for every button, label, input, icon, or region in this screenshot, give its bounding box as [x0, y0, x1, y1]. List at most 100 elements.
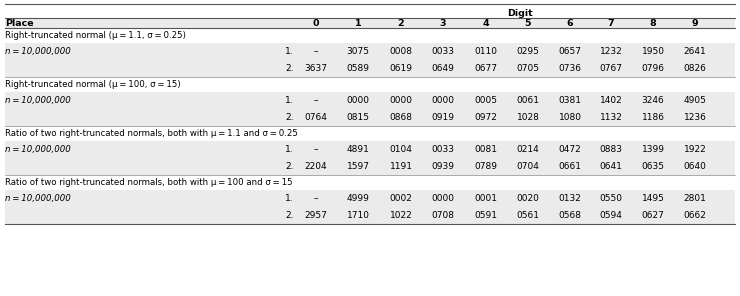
Text: 2.: 2.	[286, 113, 294, 122]
Text: 1.: 1.	[286, 145, 294, 154]
Text: 0110: 0110	[474, 47, 497, 56]
Text: 0789: 0789	[474, 162, 497, 171]
Text: 1022: 1022	[390, 211, 412, 220]
Text: 2204: 2204	[305, 162, 327, 171]
Text: n = 10,000,000: n = 10,000,000	[5, 194, 71, 203]
Text: 1597: 1597	[346, 162, 369, 171]
Bar	[5, 109, 735, 126]
Text: 0796: 0796	[642, 64, 665, 73]
Text: 7: 7	[608, 18, 614, 28]
Text: 6: 6	[567, 18, 574, 28]
Text: 0826: 0826	[684, 64, 707, 73]
Text: 1922: 1922	[684, 145, 707, 154]
Text: 2957: 2957	[305, 211, 327, 220]
Text: 3246: 3246	[642, 96, 665, 105]
Text: 5: 5	[525, 18, 531, 28]
Text: 0589: 0589	[346, 64, 369, 73]
Text: 2801: 2801	[684, 194, 707, 203]
Text: 0104: 0104	[389, 145, 412, 154]
Text: 0295: 0295	[517, 47, 539, 56]
Text: 0764: 0764	[305, 113, 327, 122]
Text: 0550: 0550	[599, 194, 622, 203]
Text: 1495: 1495	[642, 194, 665, 203]
Text: Right-truncated normal (μ = 100, σ = 15): Right-truncated normal (μ = 100, σ = 15)	[5, 80, 181, 89]
Bar	[5, 28, 735, 43]
Text: 0081: 0081	[474, 145, 497, 154]
Text: 0020: 0020	[517, 194, 539, 203]
Text: 2.: 2.	[286, 211, 294, 220]
Text: 0704: 0704	[517, 162, 539, 171]
Bar	[5, 141, 735, 158]
Text: 0061: 0061	[517, 96, 539, 105]
Text: 2: 2	[397, 18, 404, 28]
Text: 1.: 1.	[286, 47, 294, 56]
Text: 0883: 0883	[599, 145, 622, 154]
Text: Digit: Digit	[508, 9, 534, 18]
Text: 3637: 3637	[304, 64, 328, 73]
Text: 0640: 0640	[684, 162, 707, 171]
Text: 0472: 0472	[559, 145, 582, 154]
Text: 0002: 0002	[389, 194, 412, 203]
Text: 0619: 0619	[389, 64, 412, 73]
Text: 2641: 2641	[684, 47, 707, 56]
Text: 4999: 4999	[346, 194, 369, 203]
Bar	[5, 126, 735, 141]
Text: 0815: 0815	[346, 113, 369, 122]
Text: 0705: 0705	[517, 64, 539, 73]
Text: Right-truncated normal (μ = 1.1, σ = 0.25): Right-truncated normal (μ = 1.1, σ = 0.2…	[5, 31, 186, 40]
Text: 0919: 0919	[431, 113, 454, 122]
Bar	[5, 77, 735, 92]
Text: 0561: 0561	[517, 211, 539, 220]
Text: 0568: 0568	[559, 211, 582, 220]
Text: Ratio of two right-truncated normals, both with μ = 100 and σ = 15: Ratio of two right-truncated normals, bo…	[5, 178, 292, 187]
Text: 1950: 1950	[642, 47, 665, 56]
Text: 0767: 0767	[599, 64, 622, 73]
Bar	[5, 207, 735, 224]
Text: 0677: 0677	[474, 64, 497, 73]
Text: 0939: 0939	[431, 162, 454, 171]
Text: 0627: 0627	[642, 211, 665, 220]
Bar	[5, 60, 735, 77]
Text: n = 10,000,000: n = 10,000,000	[5, 145, 71, 154]
Text: 0000: 0000	[389, 96, 412, 105]
Text: 9: 9	[692, 18, 699, 28]
Text: 0972: 0972	[474, 113, 497, 122]
Text: 0001: 0001	[474, 194, 497, 203]
Text: 0000: 0000	[346, 96, 369, 105]
Text: Ratio of two right-truncated normals, both with μ = 1.1 and σ = 0.25: Ratio of two right-truncated normals, bo…	[5, 129, 298, 138]
Text: 2.: 2.	[286, 64, 294, 73]
Text: 0033: 0033	[431, 145, 454, 154]
Text: 1191: 1191	[389, 162, 412, 171]
Text: 0591: 0591	[474, 211, 497, 220]
Text: 3075: 3075	[346, 47, 369, 56]
Text: 0649: 0649	[431, 64, 454, 73]
Text: 0132: 0132	[559, 194, 582, 203]
Text: 1.: 1.	[286, 194, 294, 203]
Text: 4905: 4905	[684, 96, 707, 105]
Bar	[5, 190, 735, 207]
Text: 1132: 1132	[599, 113, 622, 122]
Bar	[5, 158, 735, 175]
Text: 1186: 1186	[642, 113, 665, 122]
Text: 3: 3	[440, 18, 446, 28]
Text: –: –	[314, 145, 318, 154]
Text: 4891: 4891	[346, 145, 369, 154]
Text: n = 10,000,000: n = 10,000,000	[5, 96, 71, 105]
Text: 1028: 1028	[517, 113, 539, 122]
Bar	[5, 92, 735, 109]
Text: 0000: 0000	[431, 96, 454, 105]
Text: 0641: 0641	[599, 162, 622, 171]
Text: 8: 8	[650, 18, 656, 28]
Text: 0657: 0657	[559, 47, 582, 56]
Text: 0214: 0214	[517, 145, 539, 154]
Text: 2.: 2.	[286, 162, 294, 171]
Text: 0033: 0033	[431, 47, 454, 56]
Text: 0008: 0008	[389, 47, 412, 56]
Text: 4: 4	[482, 18, 489, 28]
Text: 0868: 0868	[389, 113, 412, 122]
Text: 0381: 0381	[559, 96, 582, 105]
Text: 1080: 1080	[559, 113, 582, 122]
Text: 0662: 0662	[684, 211, 707, 220]
Text: 0005: 0005	[474, 96, 497, 105]
Text: 0661: 0661	[559, 162, 582, 171]
